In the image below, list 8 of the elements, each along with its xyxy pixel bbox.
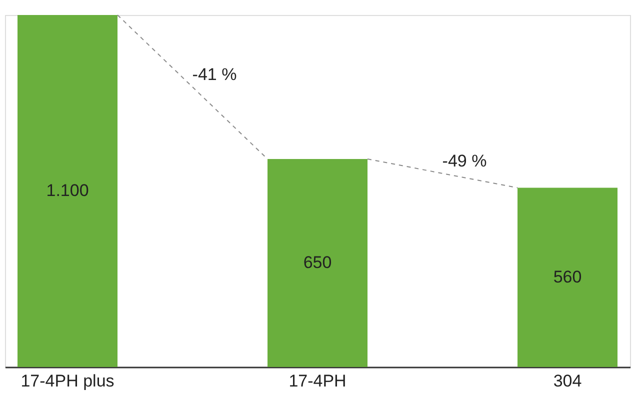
data-label: 650 [303,253,332,272]
x-tick-label: 17-4PH [288,372,346,390]
data-label: 1.100 [46,181,89,200]
x-tick-label: 17-4PH plus [20,372,114,390]
x-tick-label: 304 [553,372,582,390]
annotation: -49 % [442,151,487,170]
data-label: 560 [553,267,582,286]
annotation: -41 % [192,65,237,84]
